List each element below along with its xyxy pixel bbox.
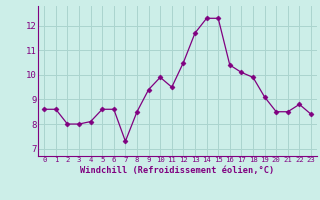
X-axis label: Windchill (Refroidissement éolien,°C): Windchill (Refroidissement éolien,°C) [80, 166, 275, 175]
